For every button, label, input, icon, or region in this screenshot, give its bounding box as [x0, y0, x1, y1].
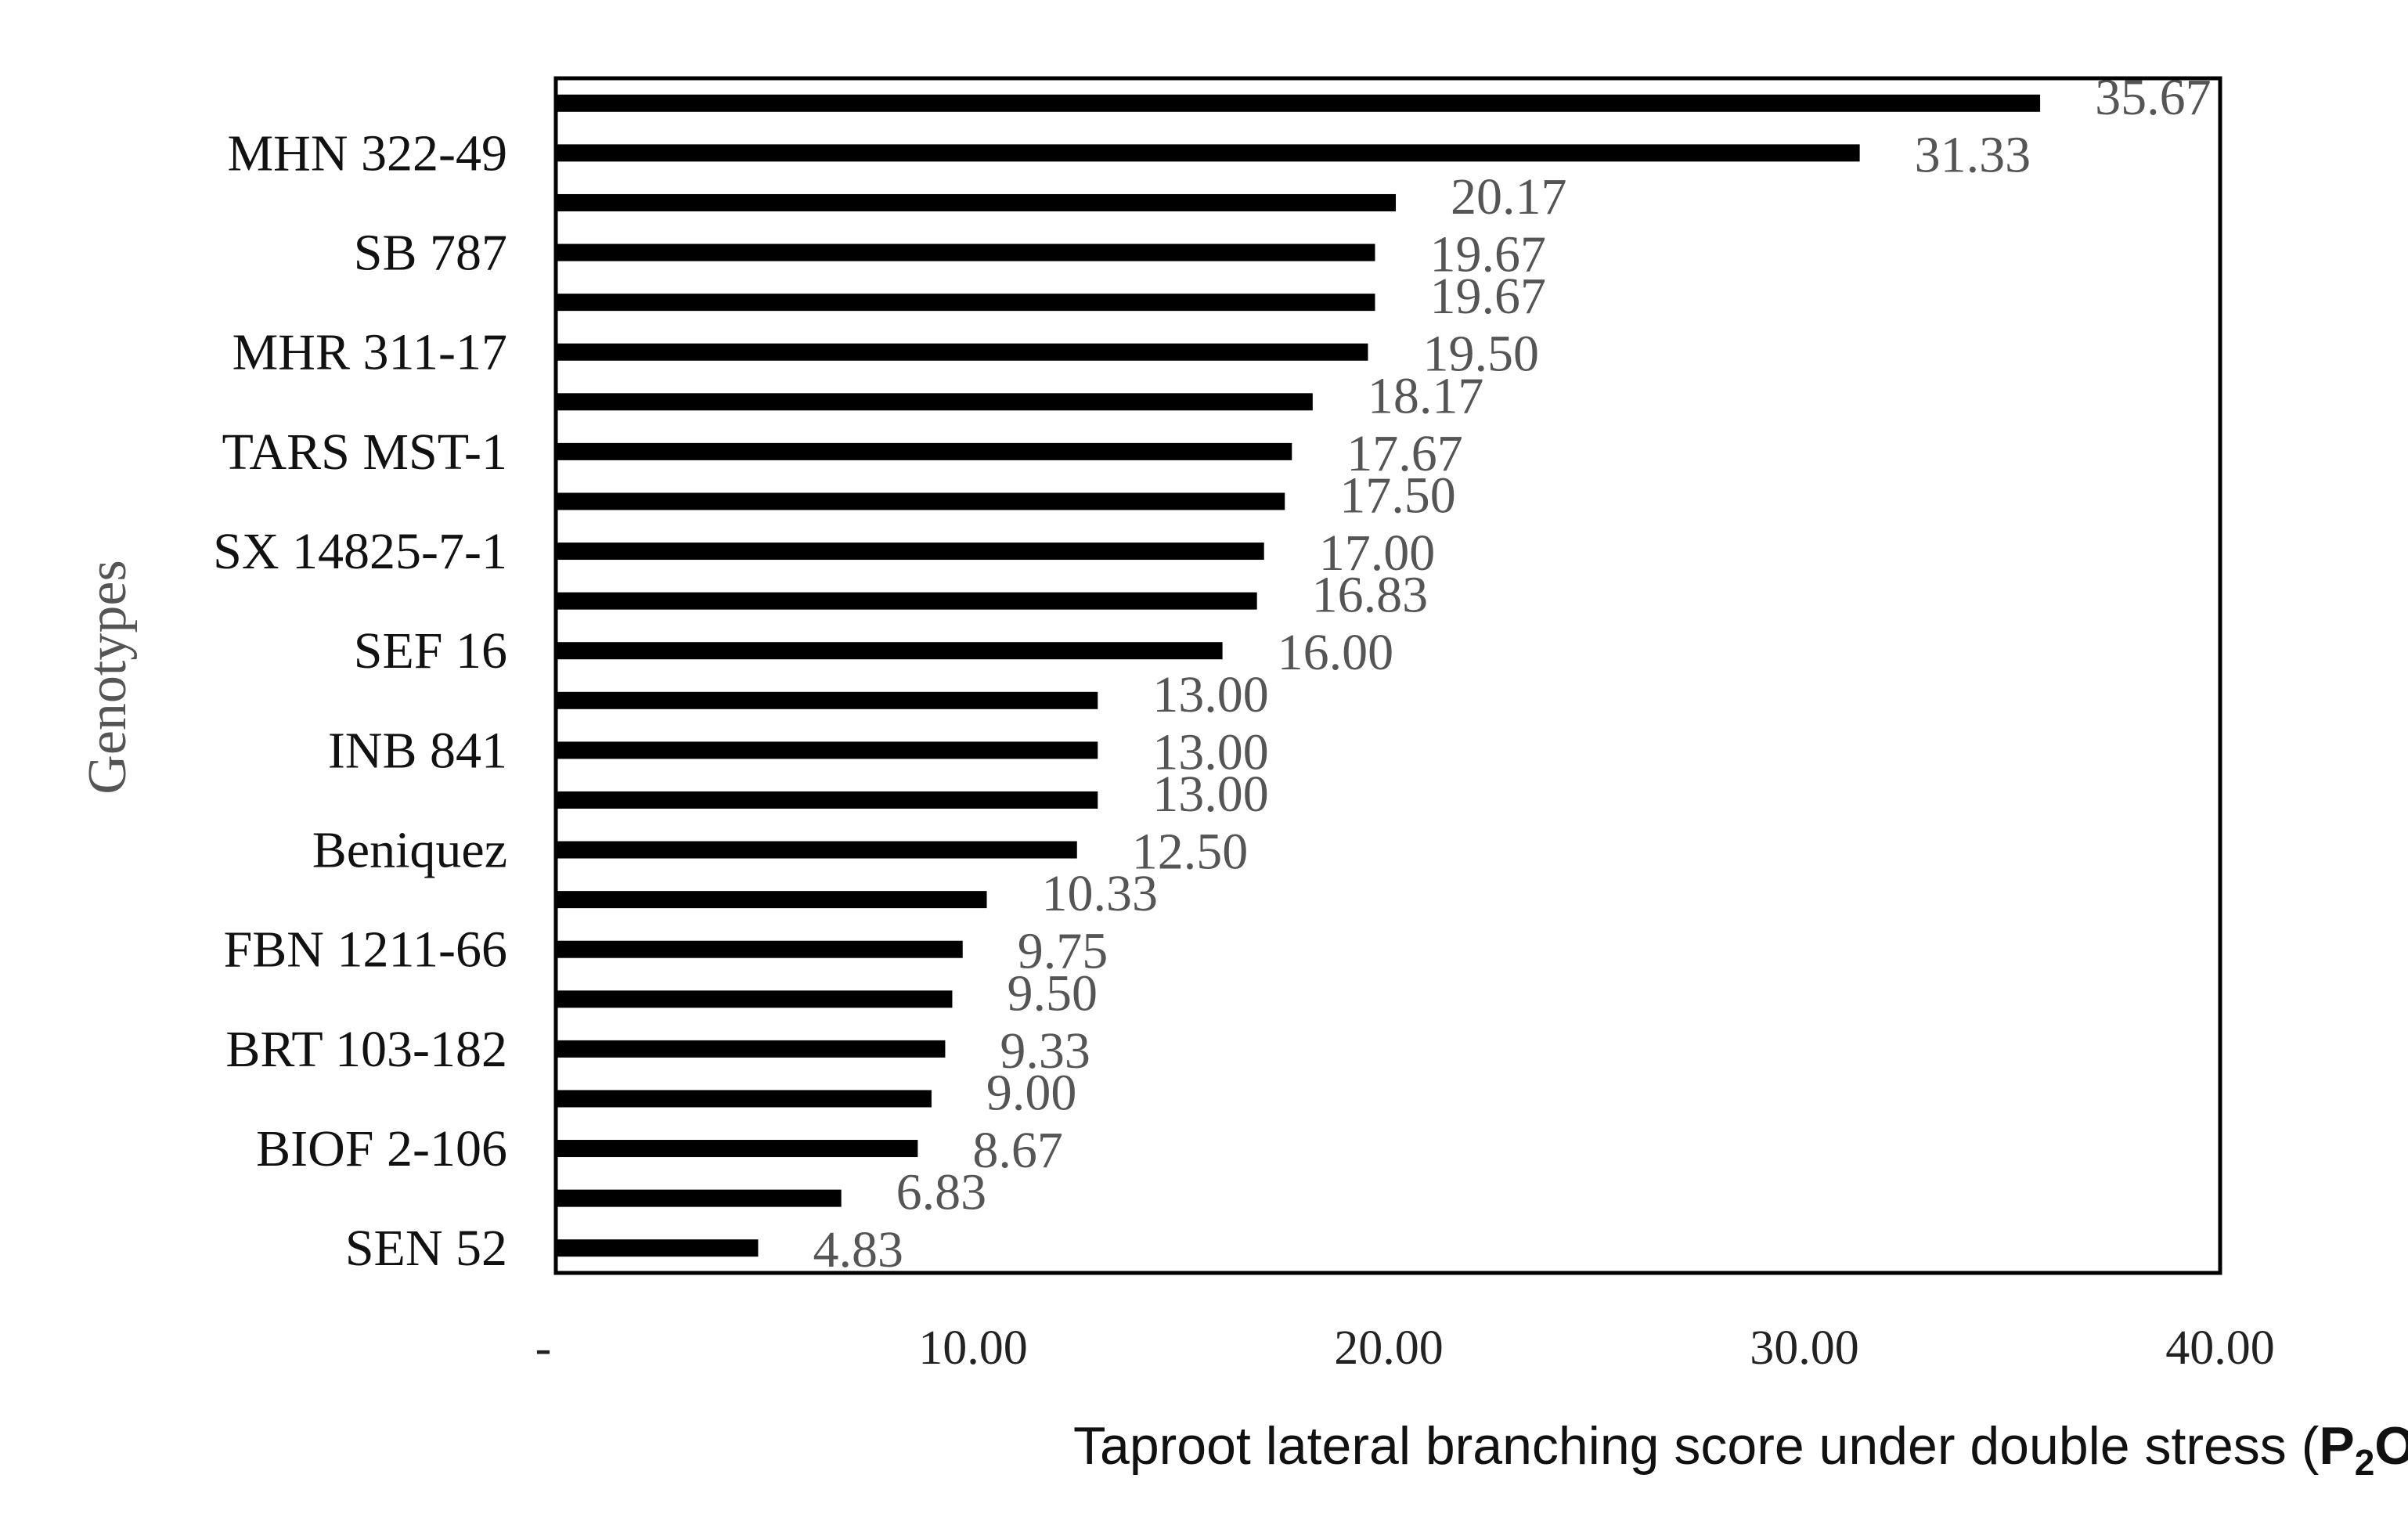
bar-0 — [557, 94, 2041, 112]
bar-2 — [557, 193, 1397, 211]
bar-22 — [557, 1189, 842, 1207]
bar-17 — [557, 940, 963, 958]
bar-13 — [557, 741, 1098, 759]
value-label-3: 19.67 — [1429, 226, 1546, 283]
category-label-1: SB 787 — [354, 225, 507, 282]
value-label-14: 13.00 — [1152, 766, 1269, 823]
bar-21 — [557, 1140, 918, 1158]
value-label-1: 31.33 — [1915, 126, 2031, 183]
bar-20 — [557, 1090, 932, 1108]
value-label-10: 16.83 — [1312, 567, 1429, 624]
value-label-8: 17.50 — [1339, 467, 1456, 524]
bar-19 — [557, 1040, 946, 1058]
bar-5 — [557, 343, 1368, 361]
bar-8 — [557, 492, 1285, 510]
value-label-6: 18.17 — [1368, 367, 1484, 424]
value-label-4: 19.67 — [1429, 268, 1546, 325]
bar-23 — [557, 1239, 759, 1257]
x-axis-label-chem-1-sub: 2 — [2355, 1442, 2375, 1483]
category-label-8: FBN 1211-66 — [224, 921, 507, 979]
x-tick-label-2: 20.00 — [1334, 1321, 1444, 1375]
bar-11 — [557, 642, 1223, 660]
category-label-11: SEN 52 — [345, 1220, 507, 1277]
value-label-16: 10.33 — [1042, 865, 1159, 922]
bar-3 — [557, 243, 1375, 261]
category-label-0: MHN 322-49 — [228, 124, 508, 182]
value-label-2: 20.17 — [1451, 168, 1567, 225]
value-label-21: 8.67 — [972, 1122, 1063, 1179]
bar-12 — [557, 691, 1098, 709]
bar-1 — [557, 144, 1860, 162]
value-label-23: 4.83 — [813, 1221, 903, 1278]
value-label-5: 19.50 — [1422, 326, 1539, 383]
bar-15 — [557, 841, 1077, 859]
bar-6 — [557, 393, 1313, 411]
category-label-10: BIOF 2-106 — [256, 1120, 507, 1177]
bar-10 — [557, 592, 1257, 610]
value-label-13: 13.00 — [1152, 723, 1269, 781]
bar-9 — [557, 543, 1264, 561]
x-axis-label: Taproot lateral branching score under do… — [1073, 1416, 2408, 1483]
x-tick-label-0: - — [535, 1321, 552, 1375]
x-tick-label-4: 40.00 — [2165, 1321, 2275, 1375]
x-axis-label-chem-2-base: O — [2374, 1416, 2408, 1476]
plot-frame — [553, 76, 2222, 1275]
bar-4 — [557, 294, 1375, 312]
y-axis-label: Genotypes — [78, 560, 138, 794]
value-label-18: 9.50 — [1007, 964, 1098, 1022]
category-label-3: TARS MST-1 — [222, 424, 507, 481]
bar-16 — [557, 891, 987, 909]
x-tick-label-1: 10.00 — [918, 1321, 1028, 1375]
value-label-11: 16.00 — [1278, 624, 1394, 681]
category-label-9: BRT 103-182 — [225, 1021, 507, 1078]
value-label-0: 35.67 — [2095, 69, 2212, 126]
x-axis-label-chem-1-base: P — [2319, 1416, 2354, 1476]
value-label-15: 12.50 — [1132, 824, 1249, 881]
x-axis-label-main: Taproot lateral branching score under do… — [1073, 1416, 2320, 1476]
value-label-9: 17.00 — [1319, 525, 1436, 582]
category-label-7: Beniquez — [312, 822, 507, 879]
value-label-20: 9.00 — [986, 1064, 1077, 1121]
value-label-19: 9.33 — [1000, 1022, 1090, 1080]
x-tick-label-3: 30.00 — [1750, 1321, 1859, 1375]
category-label-5: SEF 16 — [354, 622, 507, 680]
value-label-7: 17.67 — [1346, 425, 1463, 482]
category-label-2: MHR 311-17 — [233, 324, 507, 381]
bar-7 — [557, 442, 1292, 460]
bar-14 — [557, 791, 1098, 809]
value-label-17: 9.75 — [1018, 923, 1108, 980]
bar-18 — [557, 990, 953, 1008]
category-label-6: INB 841 — [328, 722, 507, 779]
category-label-4: SX 14825-7-1 — [213, 523, 507, 580]
value-label-22: 6.83 — [896, 1164, 987, 1221]
value-label-12: 13.00 — [1152, 666, 1269, 723]
